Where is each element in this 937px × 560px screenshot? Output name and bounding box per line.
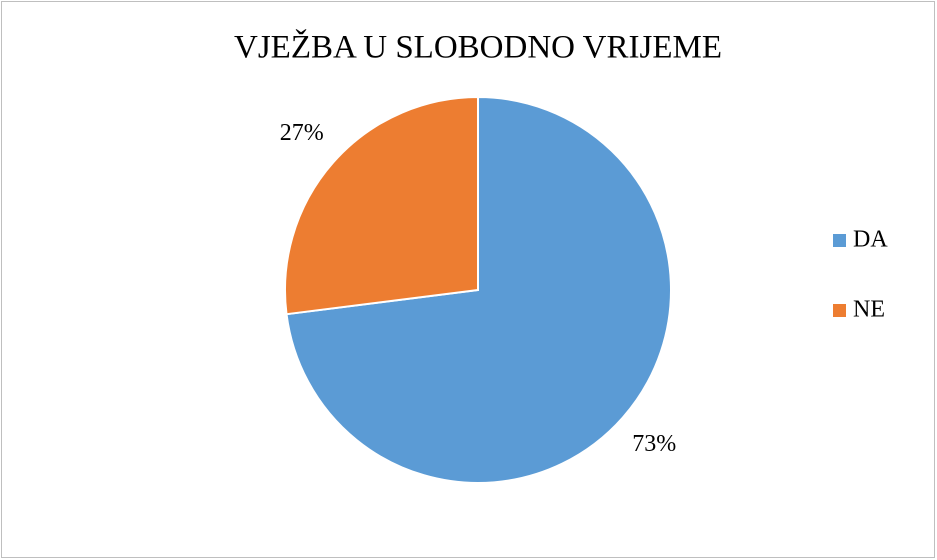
pie-slice [284, 95, 479, 316]
chart-title: VJEŽBA U SLOBODNO VRIJEME [234, 29, 722, 66]
legend-swatch [833, 304, 846, 317]
legend-label: DA [853, 227, 888, 253]
legend-label: NE [853, 297, 885, 323]
data-label: 73% [632, 431, 676, 457]
legend-swatch [833, 234, 846, 247]
data-label: 27% [280, 120, 324, 146]
